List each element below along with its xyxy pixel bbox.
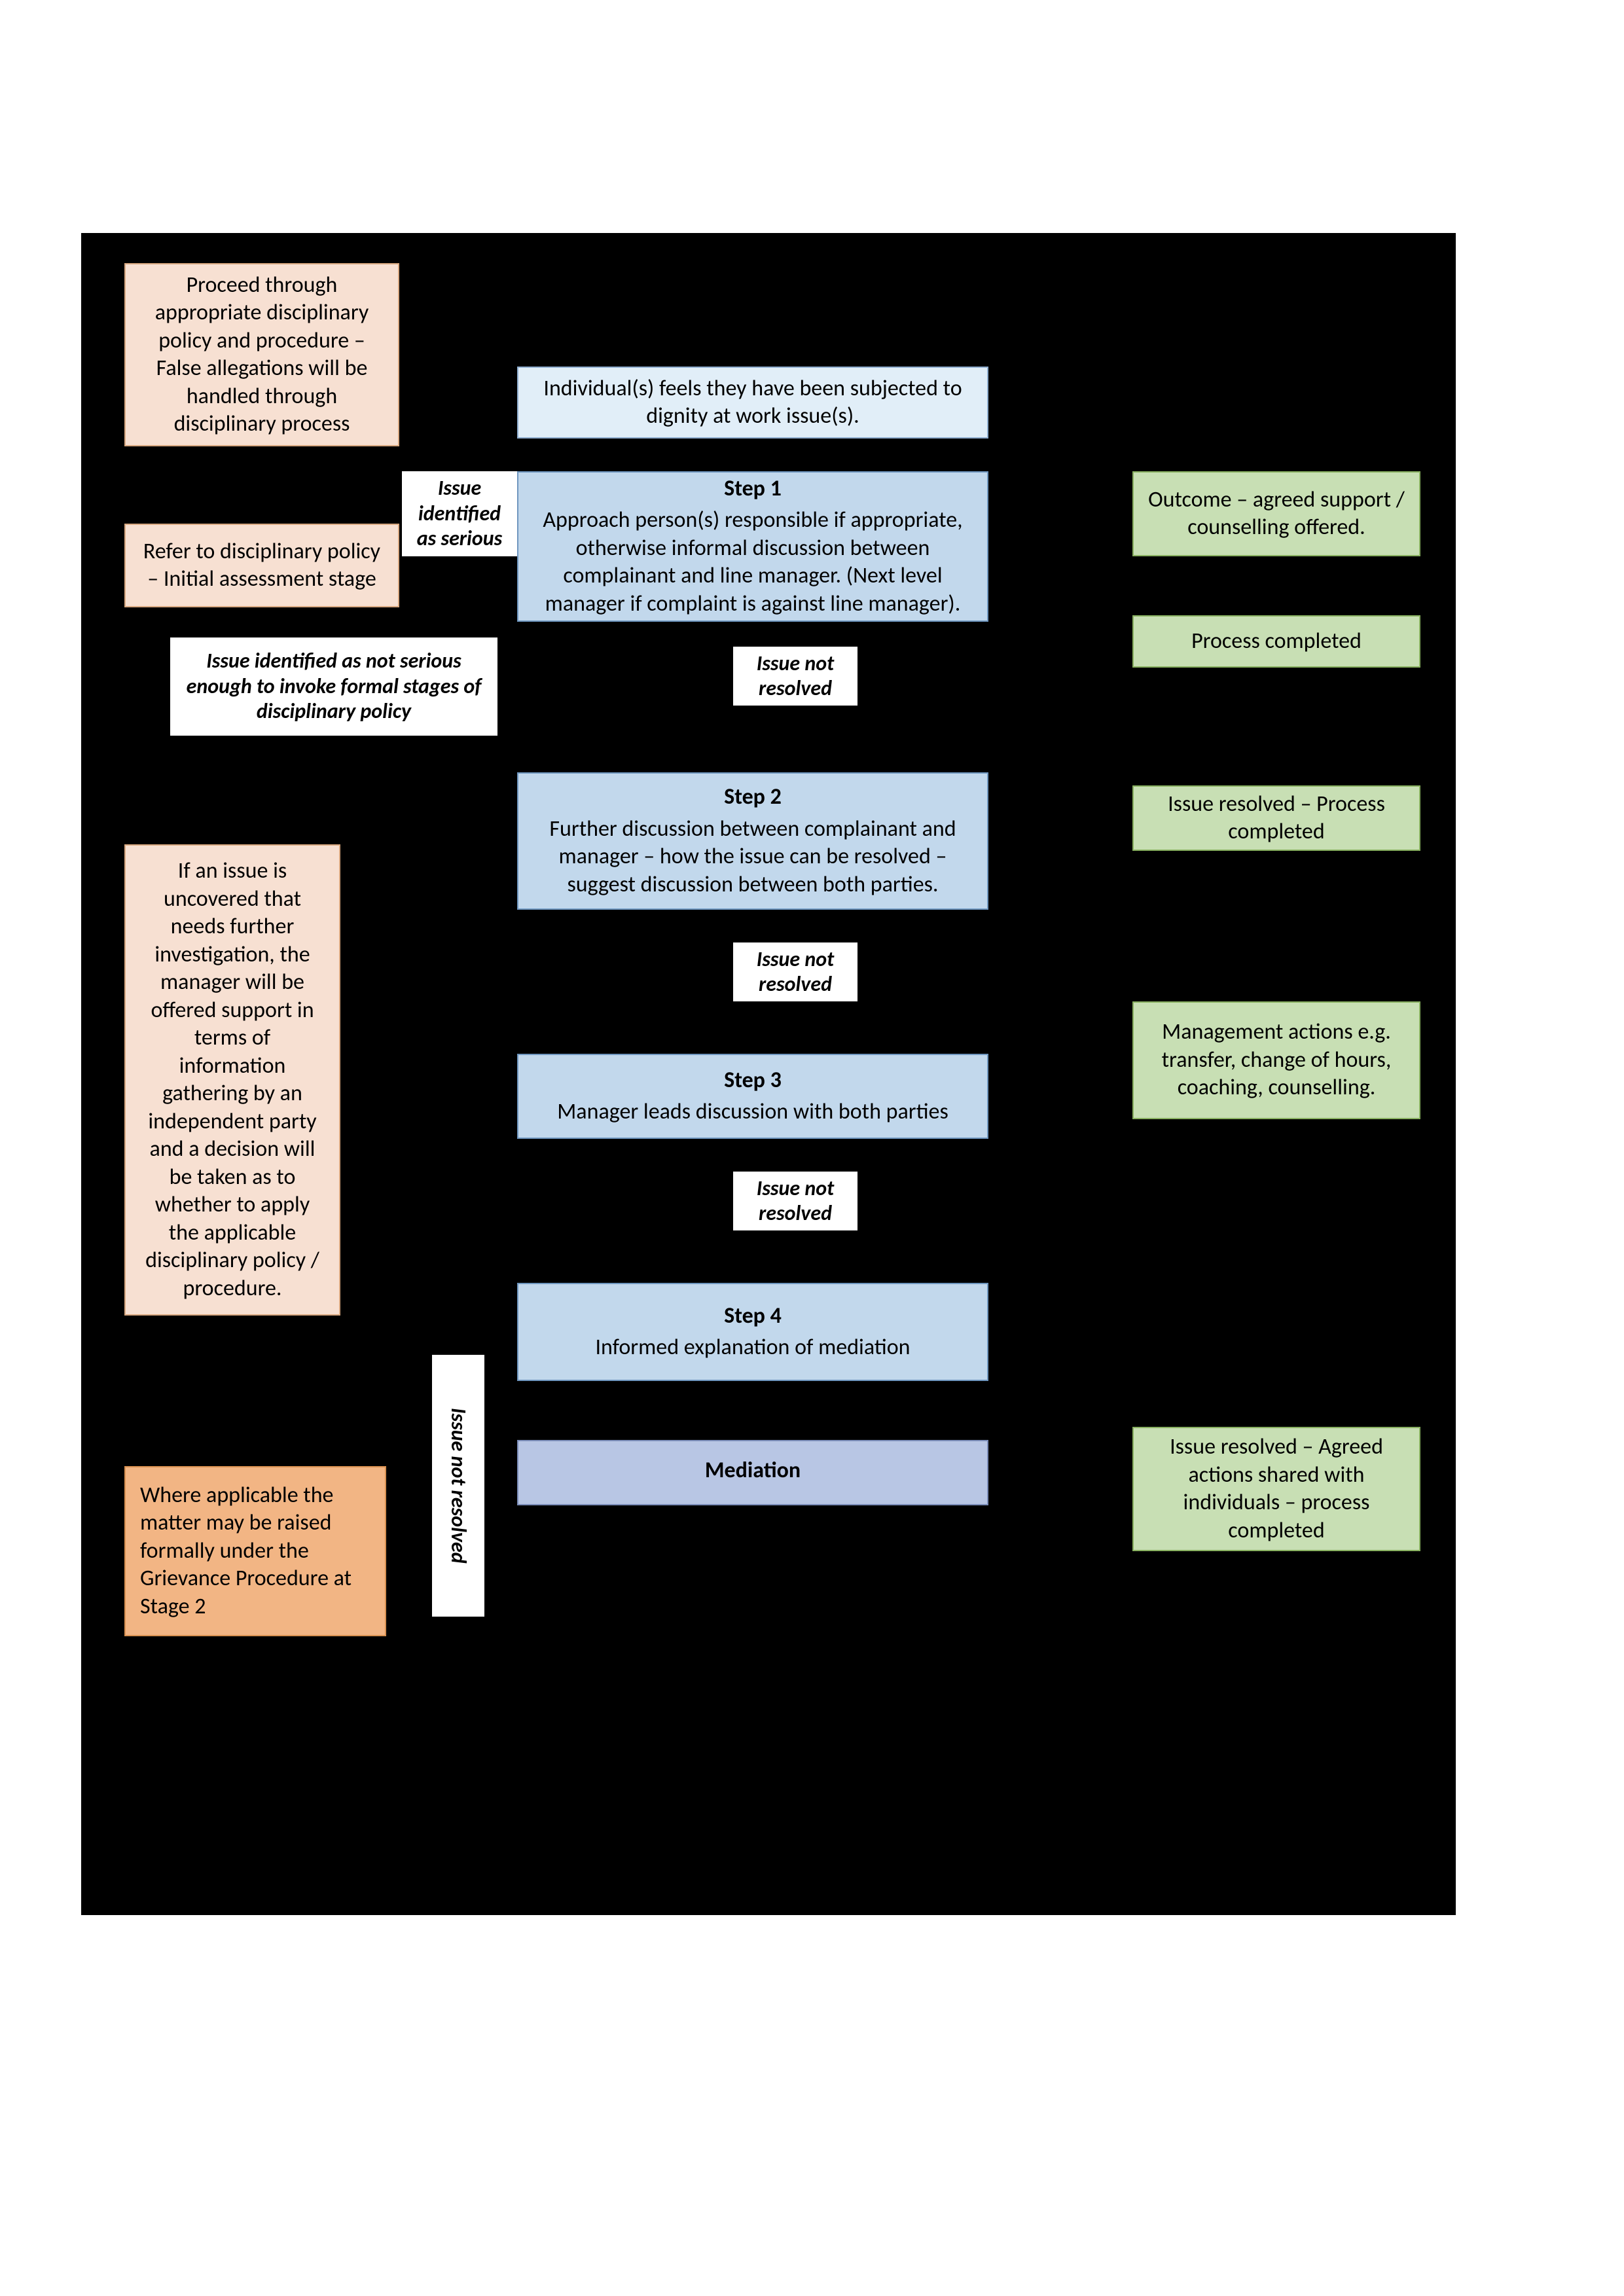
flowchart-page: Individual(s) feels they have been subje…: [0, 0, 1624, 2296]
node-outcome-text: Outcome – agreed support / counselling o…: [1148, 486, 1405, 542]
label-not-resolved-2-text: Issue not resolved: [742, 947, 848, 997]
node-step2-text: Further discussion between complainant a…: [533, 816, 973, 899]
node-step4-text: Informed explanation of mediation: [595, 1334, 910, 1362]
label-not-resolved-2: Issue not resolved: [733, 942, 857, 1001]
node-if-issue-uncovered: If an issue is uncovered that needs furt…: [124, 844, 340, 1316]
node-step2-title: Step 2: [724, 783, 782, 812]
label-not-resolved-3-text: Issue not resolved: [742, 1176, 848, 1227]
label-issue-serious: Issue identified as serious: [402, 471, 517, 556]
node-step4: Step 4 Informed explanation of mediation: [517, 1283, 988, 1381]
node-step3-text: Manager leads discussion with both parti…: [557, 1098, 948, 1126]
node-refer-disciplinary-text: Refer to disciplinary policy – Initial a…: [140, 538, 384, 594]
label-not-resolved-1: Issue not resolved: [733, 647, 857, 706]
node-step2: Step 2 Further discussion between compla…: [517, 772, 988, 910]
node-start-text: Individual(s) feels they have been subje…: [533, 375, 973, 431]
node-proceed-disciplinary-text: Proceed through appropriate disciplinary…: [140, 272, 384, 439]
node-mgmt-actions-text: Management actions e.g. transfer, change…: [1148, 1018, 1405, 1102]
node-process-completed: Process completed: [1132, 615, 1420, 668]
node-final-resolved-text: Issue resolved – Agreed actions shared w…: [1148, 1433, 1405, 1545]
node-step1: Step 1 Approach person(s) responsible if…: [517, 471, 988, 622]
node-step1-title: Step 1: [724, 475, 782, 503]
node-if-issue-uncovered-text: If an issue is uncovered that needs furt…: [140, 857, 325, 1302]
node-refer-disciplinary: Refer to disciplinary policy – Initial a…: [124, 524, 399, 607]
label-issue-serious-text: Issue identified as serious: [411, 476, 508, 551]
label-vertical-right-text: Issue not resolved: [1071, 1205, 1096, 1361]
node-step4-title: Step 4: [724, 1302, 782, 1331]
label-not-serious: Issue identified as not serious enough t…: [170, 637, 497, 736]
label-vertical-left: Issue not resolved: [432, 1355, 484, 1617]
node-proceed-disciplinary: Proceed through appropriate disciplinary…: [124, 263, 399, 446]
node-mediation: Mediation: [517, 1440, 988, 1505]
node-step1-text: Approach person(s) responsible if approp…: [533, 507, 973, 618]
label-not-resolved-3: Issue not resolved: [733, 1172, 857, 1230]
node-issue-resolved: Issue resolved – Process completed: [1132, 785, 1420, 851]
node-process-completed-text: Process completed: [1191, 628, 1362, 656]
node-mgmt-actions: Management actions e.g. transfer, change…: [1132, 1001, 1420, 1119]
node-step3-title: Step 3: [724, 1067, 782, 1095]
node-step3: Step 3 Manager leads discussion with bot…: [517, 1054, 988, 1139]
label-vertical-left-text: Issue not resolved: [446, 1408, 471, 1564]
node-issue-resolved-text: Issue resolved – Process completed: [1148, 791, 1405, 846]
node-grievance: Where applicable the matter may be raise…: [124, 1466, 386, 1636]
node-outcome: Outcome – agreed support / counselling o…: [1132, 471, 1420, 556]
node-start: Individual(s) feels they have been subje…: [517, 367, 988, 439]
node-grievance-text: Where applicable the matter may be raise…: [140, 1482, 370, 1621]
label-not-serious-text: Issue identified as not serious enough t…: [179, 649, 488, 724]
label-not-resolved-1-text: Issue not resolved: [742, 651, 848, 702]
node-final-resolved: Issue resolved – Agreed actions shared w…: [1132, 1427, 1420, 1551]
label-vertical-right: Issue not resolved: [1060, 1158, 1106, 1407]
node-mediation-title: Mediation: [705, 1457, 801, 1485]
